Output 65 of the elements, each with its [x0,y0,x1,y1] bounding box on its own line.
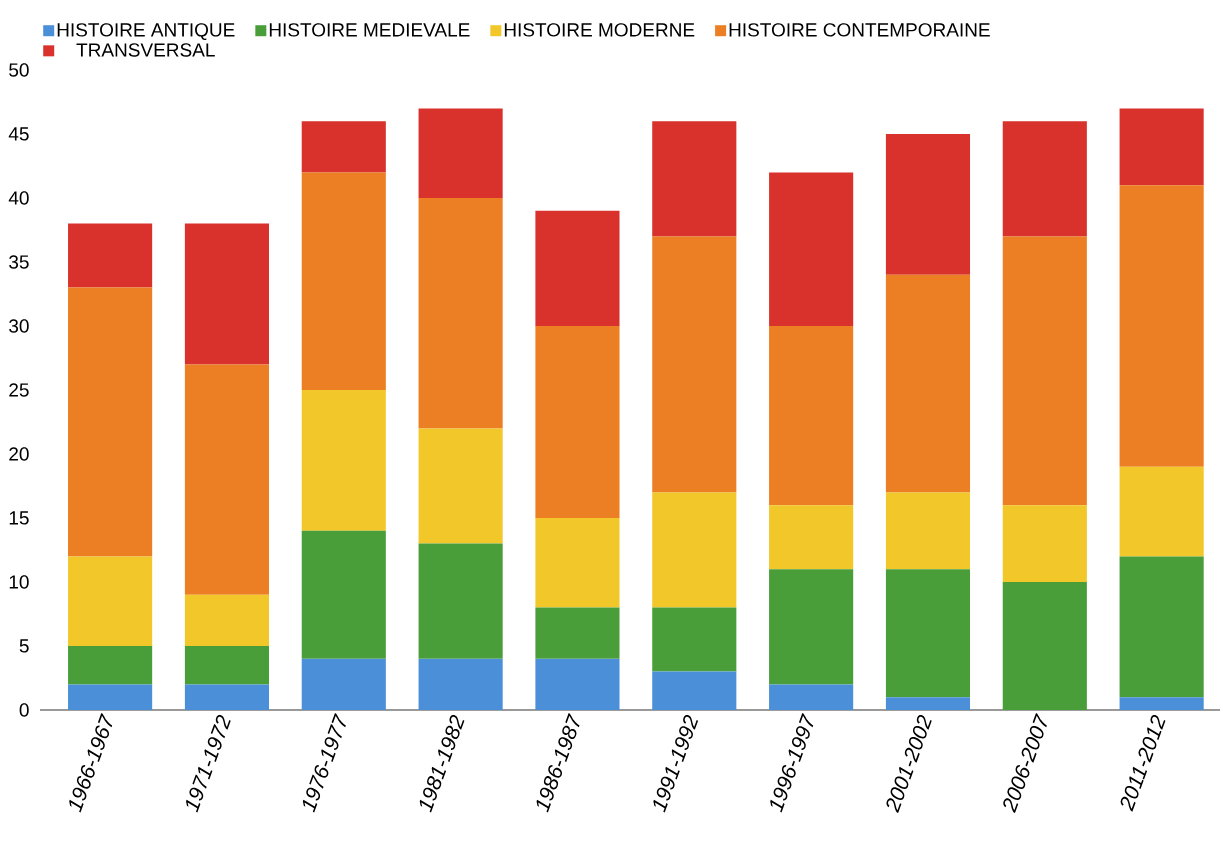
y-tick-label: 0 [19,703,29,717]
bar [1119,556,1204,698]
bar [301,658,386,710]
bar [1119,108,1204,186]
bar [418,658,503,710]
bar [418,543,503,659]
bar [68,645,153,685]
bar [184,684,270,710]
bar [769,569,854,685]
bar [301,172,386,390]
bar [535,325,620,518]
bar [885,492,971,570]
bar [418,197,503,429]
bar [1002,581,1087,710]
bar [769,325,854,506]
y-tick-label: 50 [9,63,29,77]
bar [1002,505,1087,582]
bar [769,172,854,326]
bar [885,133,971,275]
bar [885,274,971,493]
bar [535,210,620,326]
bar [184,594,270,646]
bar [1119,466,1204,557]
bar [68,684,153,710]
legend-label: TRANSVERSAL [76,43,215,57]
y-tick-label: 20 [9,447,29,461]
bar [652,671,737,710]
bar [418,428,503,544]
bar [184,223,270,365]
bar [1002,121,1087,237]
legend-label: HISTOIRE MODERNE [504,23,695,37]
bar [535,658,620,710]
y-tick-label: 25 [9,383,29,397]
bar [535,607,620,659]
y-tick-label: 45 [8,127,29,141]
bar [652,607,737,672]
bar [301,121,386,173]
bar [885,569,971,698]
bar [301,389,386,531]
bar [1119,185,1204,467]
bar [1002,236,1087,506]
bar [301,530,386,659]
bar [418,108,503,198]
legend-label: HISTOIRE CONTEMPORAINE [729,23,990,37]
y-tick-label: 40 [8,191,29,205]
bar [68,223,153,288]
bar [184,364,270,595]
y-tick-label: 30 [9,319,29,333]
y-tick-label: 10 [9,575,29,589]
bar [769,505,854,570]
bar [769,684,854,710]
bar [652,236,737,493]
bar [885,697,971,710]
legend-label: HISTOIRE MEDIEVALE [269,23,470,37]
bar [1119,697,1204,710]
y-tick-label: 5 [19,639,29,653]
bar [535,517,620,608]
bar [68,556,153,646]
legend-label: HISTOIRE ANTIQUE [57,23,235,41]
bar [184,645,270,685]
bar [652,121,737,237]
y-tick-label: 15 [9,511,29,525]
bar [652,492,737,608]
y-tick-label: 35 [9,255,29,269]
bar [68,287,153,557]
